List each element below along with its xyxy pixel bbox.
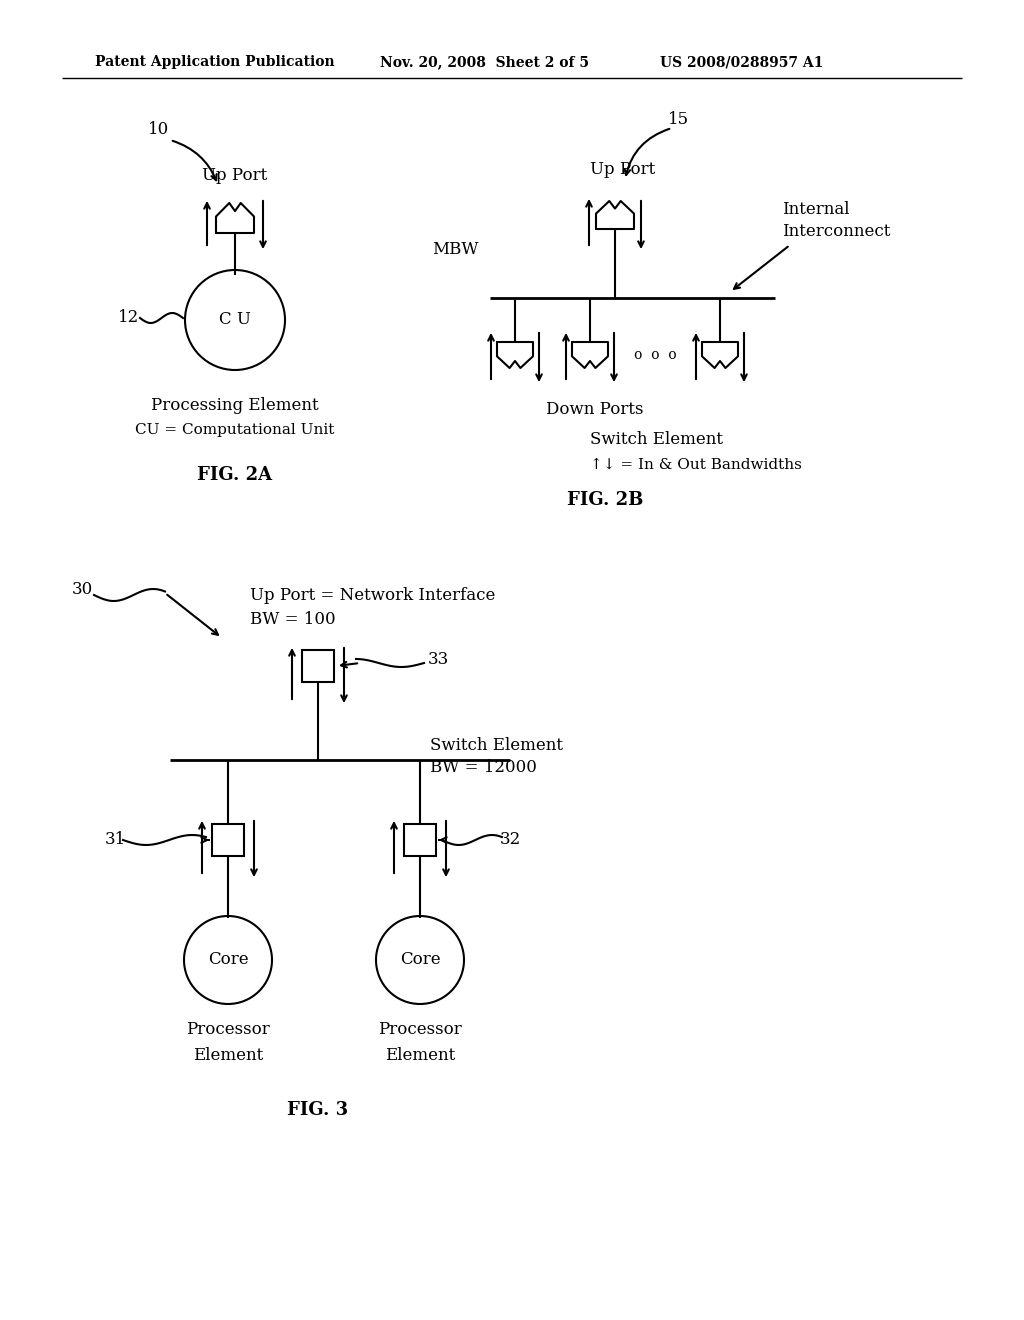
Text: FIG. 3: FIG. 3 — [288, 1101, 348, 1119]
Bar — [212, 824, 244, 855]
Text: Processing Element: Processing Element — [152, 396, 318, 413]
Text: 32: 32 — [500, 832, 521, 849]
Text: Up Port = Network Interface: Up Port = Network Interface — [250, 586, 496, 603]
Text: Internal: Internal — [782, 202, 850, 219]
Text: Processor: Processor — [378, 1022, 462, 1039]
Text: CU = Computational Unit: CU = Computational Unit — [135, 422, 335, 437]
Text: BW = 12000: BW = 12000 — [430, 759, 537, 776]
Text: Up Port: Up Port — [590, 161, 655, 178]
Text: FIG. 2B: FIG. 2B — [567, 491, 643, 510]
Text: 10: 10 — [148, 121, 169, 139]
Text: Element: Element — [193, 1047, 263, 1064]
Text: Up Port: Up Port — [203, 166, 267, 183]
Text: 30: 30 — [72, 582, 93, 598]
Text: ↑↓ = In & Out Bandwidths: ↑↓ = In & Out Bandwidths — [590, 458, 802, 473]
Text: MBW: MBW — [432, 242, 478, 259]
Text: 15: 15 — [668, 111, 689, 128]
Text: Switch Element: Switch Element — [590, 432, 723, 449]
Text: Element: Element — [385, 1047, 455, 1064]
Text: 33: 33 — [428, 652, 450, 668]
Text: Core: Core — [208, 952, 248, 969]
Text: Down Ports: Down Ports — [546, 401, 644, 418]
Text: o  o  o: o o o — [634, 348, 676, 362]
Bar — [404, 824, 436, 855]
Text: Processor: Processor — [186, 1022, 270, 1039]
Text: BW = 100: BW = 100 — [250, 611, 336, 628]
Bar — [302, 649, 334, 682]
Text: US 2008/0288957 A1: US 2008/0288957 A1 — [660, 55, 823, 69]
Text: Interconnect: Interconnect — [782, 223, 891, 240]
Text: Switch Element: Switch Element — [430, 737, 563, 754]
Text: Patent Application Publication: Patent Application Publication — [95, 55, 335, 69]
Text: C U: C U — [219, 312, 251, 329]
Text: FIG. 2A: FIG. 2A — [198, 466, 272, 484]
Text: Nov. 20, 2008  Sheet 2 of 5: Nov. 20, 2008 Sheet 2 of 5 — [380, 55, 589, 69]
Text: Core: Core — [399, 952, 440, 969]
Text: 31: 31 — [105, 832, 126, 849]
Text: 12: 12 — [118, 309, 139, 326]
